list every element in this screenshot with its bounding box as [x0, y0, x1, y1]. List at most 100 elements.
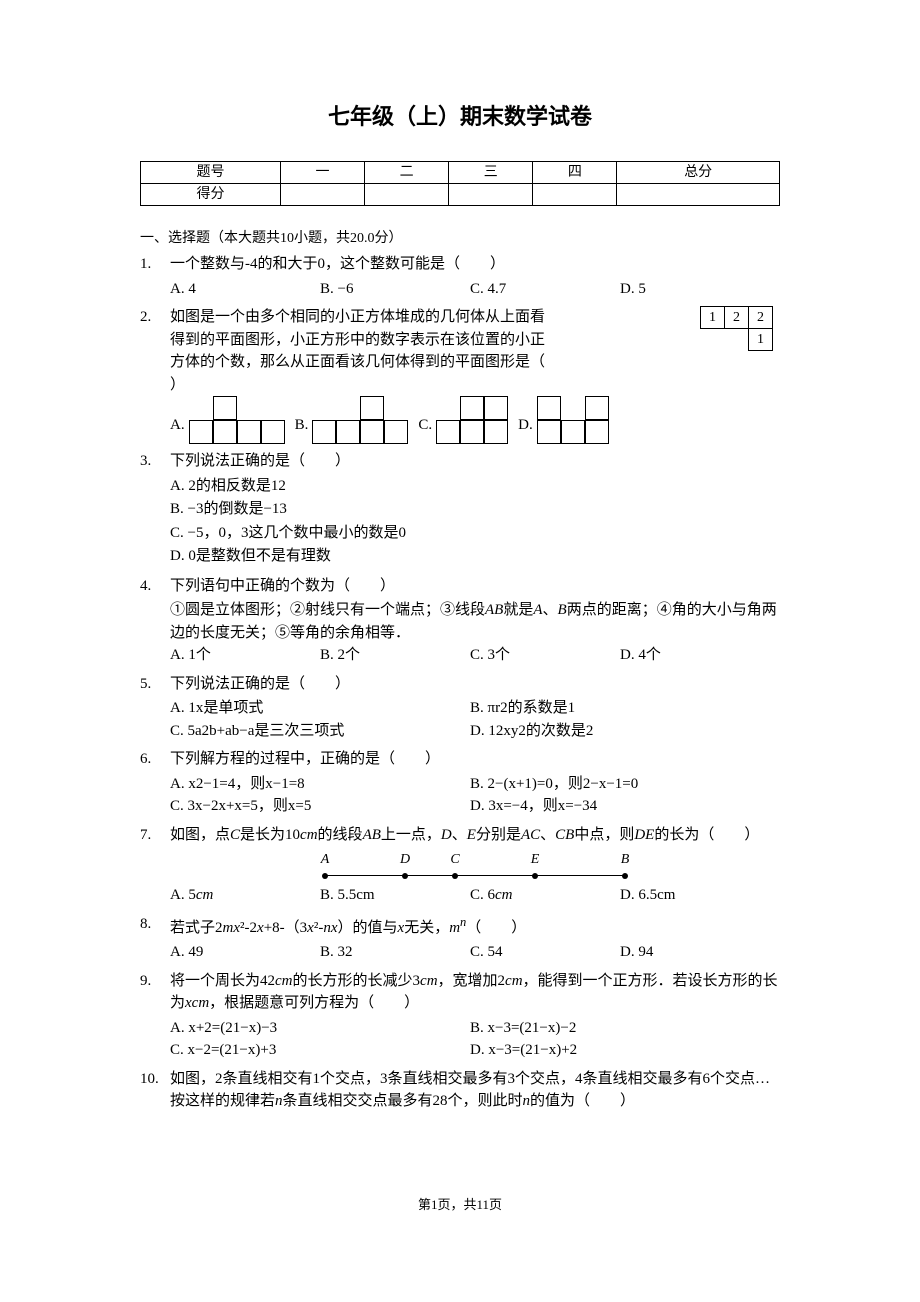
- qnum: 7.: [140, 824, 170, 907]
- opt-a: A. 49: [170, 941, 320, 964]
- options-row2: C. 5a2b+ab−a是三次三项式 D. 12xy2的次数是2: [170, 720, 780, 743]
- stem: 如图，2条直线相交有1个交点，3条直线相交最多有3个交点，4条直线相交最多有6个…: [170, 1068, 780, 1113]
- th-total: 总分: [617, 162, 780, 184]
- opt-a: A. x+2=(21−x)−3: [170, 1017, 470, 1040]
- options-row1: A. x+2=(21−x)−3 B. x−3=(21−x)−2: [170, 1017, 780, 1040]
- qnum: 3.: [140, 450, 170, 569]
- opt-b: B. 32: [320, 941, 470, 964]
- opt-label: A.: [170, 414, 185, 437]
- qnum: 2.: [140, 306, 170, 444]
- opt-d: D. 0是整数但不是有理数: [170, 545, 780, 568]
- stem-line: 如图是一个由多个相同的小正方体堆成的几何体从上面看: [170, 306, 690, 329]
- segment-point: [532, 873, 538, 879]
- segment-label: D: [400, 849, 410, 870]
- stem: 下列说法正确的是（ ）: [170, 673, 780, 696]
- segment-label: E: [531, 849, 540, 870]
- opt-label: B.: [295, 414, 309, 437]
- cube-cell: 2: [749, 307, 773, 329]
- block-shape: [312, 396, 408, 444]
- opt-d: D. 5: [620, 278, 770, 301]
- segment-point: [402, 873, 408, 879]
- opt-c: C. 3个: [470, 644, 620, 667]
- opt-d: D. 4个: [620, 644, 770, 667]
- stem: 下列语句中正确的个数为（ ）: [170, 575, 780, 598]
- shape-options: A. B. C. D.: [170, 396, 780, 444]
- opt-b: B. −3的倒数是−13: [170, 498, 780, 521]
- opt-d: D. 3x=−4，则x=−34: [470, 795, 770, 818]
- question-4: 4. 下列语句中正确的个数为（ ） ①圆是立体图形；②射线只有一个端点；③线段A…: [140, 575, 780, 667]
- question-2: 2. 如图是一个由多个相同的小正方体堆成的几何体从上面看 得到的平面图形，小正方…: [140, 306, 780, 444]
- score-cell: [449, 184, 533, 206]
- opt-b: B. πr2的系数是1: [470, 697, 770, 720]
- question-3: 3. 下列说法正确的是（ ） A. 2的相反数是12 B. −3的倒数是−13 …: [140, 450, 780, 569]
- opt-b: B. 5.5cm: [320, 884, 470, 907]
- options: A. 1个 B. 2个 C. 3个 D. 4个: [170, 644, 780, 667]
- opt-d: D. 6.5cm: [620, 884, 770, 907]
- shape-option-a: A.: [170, 396, 285, 444]
- block-shape: [189, 396, 285, 444]
- stem: 下列说法正确的是（ ）: [170, 450, 780, 473]
- cube-cell-empty: [725, 329, 749, 351]
- options: A. 2的相反数是12 B. −3的倒数是−13 C. −5，0，3这几个数中最…: [170, 475, 780, 568]
- qnum: 1.: [140, 253, 170, 300]
- shape-option-c: C.: [418, 396, 508, 444]
- stem-line: ）: [170, 374, 690, 397]
- score-cell: [617, 184, 780, 206]
- question-7: 7. 如图，点C是长为10cm的线段AB上一点，D、E分别是AC、CB中点，则D…: [140, 824, 780, 907]
- question-6: 6. 下列解方程的过程中，正确的是（ ） A. x2−1=4，则x−1=8 B.…: [140, 748, 780, 818]
- opt-c: C. 4.7: [470, 278, 620, 301]
- section-heading: 一、选择题（本大题共10小题，共20.0分）: [140, 228, 780, 249]
- question-8: 8. 若式子2mx²-2x+8-（3x²-nx）的值与x无关，mn（ ） A. …: [140, 913, 780, 964]
- opt-a: A. 1x是单项式: [170, 697, 470, 720]
- question-1: 1. 一个整数与-4的和大于0，这个整数可能是（ ） A. 4 B. −6 C.…: [140, 253, 780, 300]
- question-9: 9. 将一个周长为42cm的长方形的长减少3cm，宽增加2cm，能得到一个正方形…: [140, 970, 780, 1062]
- score-cell: [533, 184, 617, 206]
- opt-c: C. −5，0，3这几个数中最小的数是0: [170, 522, 780, 545]
- shape-option-b: B.: [295, 396, 409, 444]
- page-title: 七年级（上）期末数学试卷: [140, 100, 780, 133]
- opt-d: D. x−3=(21−x)+2: [470, 1039, 770, 1062]
- opt-label: C.: [418, 414, 432, 437]
- opt-c: C. 54: [470, 941, 620, 964]
- score-cell: [365, 184, 449, 206]
- options-row1: A. 1x是单项式 B. πr2的系数是1: [170, 697, 780, 720]
- top-view-diagram: 1 2 2 1: [690, 306, 780, 396]
- opt-c: C. 3x−2x+x=5，则x=5: [170, 795, 470, 818]
- stem: 如图，点C是长为10cm的线段AB上一点，D、E分别是AC、CB中点，则DE的长…: [170, 824, 780, 847]
- opt-a: A. 5cm: [170, 884, 320, 907]
- cube-cell: 2: [725, 307, 749, 329]
- opt-b: B. 2个: [320, 644, 470, 667]
- stem: 将一个周长为42cm的长方形的长减少3cm，宽增加2cm，能得到一个正方形．若设…: [170, 970, 780, 1015]
- shape-option-d: D.: [518, 396, 609, 444]
- options-row2: C. 3x−2x+x=5，则x=5 D. 3x=−4，则x=−34: [170, 795, 780, 818]
- opt-c: C. 6cm: [470, 884, 620, 907]
- cube-cell: 1: [701, 307, 725, 329]
- line-segment-diagram: ADCEB: [325, 850, 625, 880]
- opt-b: B. 2−(x+1)=0，则2−x−1=0: [470, 773, 770, 796]
- cube-cell: 1: [749, 329, 773, 351]
- opt-d: D. 12xy2的次数是2: [470, 720, 770, 743]
- segment-label: A: [321, 849, 330, 870]
- score-table: 题号 一 二 三 四 总分 得分: [140, 161, 780, 206]
- options: A. 49 B. 32 C. 54 D. 94: [170, 941, 780, 964]
- opt-d: D. 94: [620, 941, 770, 964]
- page-footer: 第1页，共11页: [140, 1195, 780, 1215]
- qnum: 8.: [140, 913, 170, 964]
- qnum: 6.: [140, 748, 170, 818]
- qnum: 5.: [140, 673, 170, 743]
- detail: ①圆是立体图形；②射线只有一个端点；③线段AB就是A、B两点的距离；④角的大小与…: [170, 599, 780, 644]
- block-shape: [537, 396, 609, 444]
- options: A. 5cm B. 5.5cm C. 6cm D. 6.5cm: [170, 884, 780, 907]
- question-5: 5. 下列说法正确的是（ ） A. 1x是单项式 B. πr2的系数是1 C. …: [140, 673, 780, 743]
- stem: 下列解方程的过程中，正确的是（ ）: [170, 748, 780, 771]
- cube-cell-empty: [701, 329, 725, 351]
- th-num: 题号: [141, 162, 281, 184]
- opt-a: A. 2的相反数是12: [170, 475, 780, 498]
- th-3: 三: [449, 162, 533, 184]
- segment-point: [452, 873, 458, 879]
- segment-label: C: [450, 849, 459, 870]
- qnum: 9.: [140, 970, 170, 1062]
- options-row1: A. x2−1=4，则x−1=8 B. 2−(x+1)=0，则2−x−1=0: [170, 773, 780, 796]
- stem: 若式子2mx²-2x+8-（3x²-nx）的值与x无关，mn（ ）: [170, 913, 780, 940]
- opt-b: B. −6: [320, 278, 470, 301]
